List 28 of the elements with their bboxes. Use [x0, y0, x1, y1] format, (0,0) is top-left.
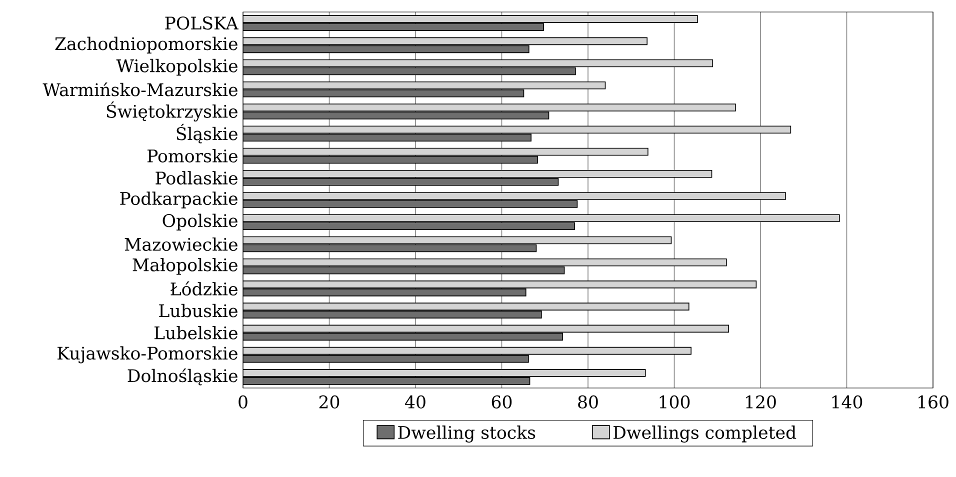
y-tick-label: Lubelskie — [154, 326, 238, 340]
y-tick-label: Warmińsko-Mazurskie — [42, 82, 238, 96]
y-tick-label: Opolskie — [162, 214, 238, 230]
y-tick-label: Podkarpackie — [120, 192, 238, 208]
x-tick-label: 100 — [660, 395, 690, 408]
x-tick-label: 140 — [832, 395, 862, 408]
x-tick-label: 40 — [405, 395, 426, 408]
y-tick-label: Świętokrzyskie — [106, 102, 238, 122]
y-tick-label: Lubuskie — [159, 304, 238, 318]
legend-label: Dwellings completed — [614, 426, 796, 443]
x-tick-label: 20 — [319, 395, 340, 408]
x-tick-label: 0 — [238, 395, 248, 408]
y-tick-label: POLSKA — [165, 16, 238, 30]
x-tick-label: 80 — [578, 395, 598, 408]
y-tick-label: Śląskie — [176, 124, 238, 144]
y-tick-label: Wielkopolskie — [116, 58, 238, 76]
x-tick-label: 60 — [492, 395, 512, 408]
y-tick-label: Podlaskie — [156, 171, 238, 185]
y-tick-label: Zachodniopomorskie — [55, 36, 238, 54]
y-tick-label: Małopolskie — [132, 258, 238, 275]
x-tick-label: 160 — [918, 395, 948, 408]
y-tick-label: Dolnośląskie — [128, 368, 238, 386]
y-tick-label: Łódzkie — [170, 281, 238, 296]
legend-label: Dwelling stocks — [398, 426, 536, 443]
y-tick-label: Kujawsko-Pomorskie — [58, 346, 238, 364]
y-tick-label: Pomorskie — [148, 149, 238, 162]
x-tick-label: 120 — [746, 395, 776, 408]
y-tick-label: Mazowieckie — [124, 238, 238, 251]
